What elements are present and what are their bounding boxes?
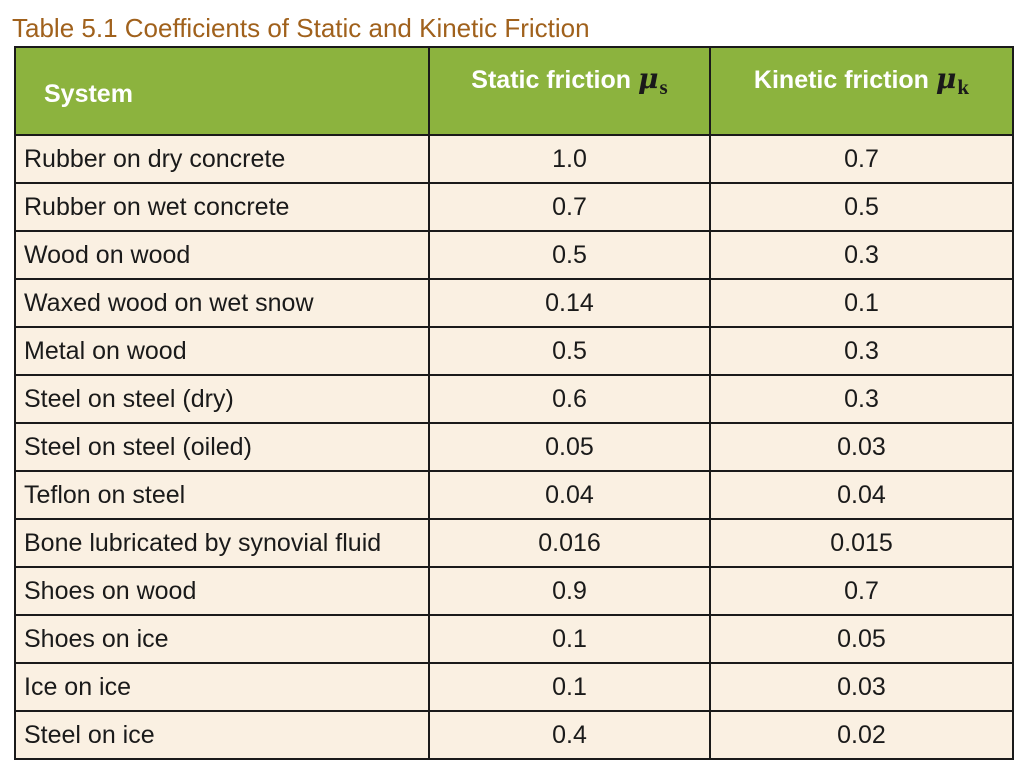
table-caption: Table 5.1 Coefficients of Static and Kin… [12, 13, 590, 43]
cell-static-friction: 0.7 [428, 182, 711, 232]
table-row: Shoes on ice 0.1 0.05 [14, 614, 1014, 664]
table-row: Steel on ice 0.4 0.02 [14, 710, 1014, 760]
cell-system: Bone lubricated by synovial fluid [14, 518, 430, 568]
cell-kinetic-friction: 0.02 [709, 710, 1014, 760]
header-system-label: System [44, 79, 133, 108]
header-static-label: Static friction [471, 66, 632, 94]
cell-system: Rubber on wet concrete [14, 182, 430, 232]
cell-system: Shoes on ice [14, 614, 430, 664]
table-body: Rubber on dry concrete 1.0 0.7 Rubber on we… [14, 134, 1014, 760]
header-row: System Static friction μs Kinetic fricti… [14, 46, 1014, 136]
subscript-kinetic: k [957, 75, 970, 99]
table-header: System Static friction μs Kinetic fricti… [14, 46, 1014, 136]
header-system: System [14, 46, 430, 136]
cell-kinetic-friction: 0.1 [709, 278, 1014, 328]
table-row: Ice on ice 0.1 0.03 [14, 662, 1014, 712]
table-row: Steel on steel (oiled) 0.05 0.03 [14, 422, 1014, 472]
table-row: Rubber on dry concrete 1.0 0.7 [14, 134, 1014, 184]
cell-static-friction: 0.5 [428, 326, 711, 376]
cell-static-friction: 1.0 [428, 134, 711, 184]
mu-symbol-static: μ [638, 62, 659, 95]
cell-system: Steel on steel (dry) [14, 374, 430, 424]
cell-kinetic-friction: 0.03 [709, 662, 1014, 712]
cell-static-friction: 0.4 [428, 710, 711, 760]
cell-static-friction: 0.1 [428, 614, 711, 664]
table-row: Bone lubricated by synovial fluid 0.016 0.… [14, 518, 1014, 568]
cell-static-friction: 0.5 [428, 230, 711, 280]
cell-static-friction: 0.6 [428, 374, 711, 424]
cell-kinetic-friction: 0.3 [709, 230, 1014, 280]
cell-kinetic-friction: 0.015 [709, 518, 1014, 568]
table-row: Waxed wood on wet snow 0.14 0.1 [14, 278, 1014, 328]
cell-static-friction: 0.14 [428, 278, 711, 328]
table-row: Shoes on wood 0.9 0.7 [14, 566, 1014, 616]
header-static-friction: Static friction μs [428, 46, 711, 136]
cell-kinetic-friction: 0.3 [709, 326, 1014, 376]
mu-symbol-kinetic: μ [935, 62, 957, 95]
cell-system: Metal on wood [14, 326, 430, 376]
table-row: Metal on wood 0.5 0.3 [14, 326, 1014, 376]
cell-system: Rubber on dry concrete [14, 134, 430, 184]
cell-system: Ice on ice [14, 662, 430, 712]
table-row: Wood on wood 0.5 0.3 [14, 230, 1014, 280]
table-row: Steel on steel (dry) 0.6 0.3 [14, 374, 1014, 424]
cell-static-friction: 0.016 [428, 518, 711, 568]
table-row: Teflon on steel 0.04 0.04 [14, 470, 1014, 520]
cell-kinetic-friction: 0.3 [709, 374, 1014, 424]
cell-system: Steel on steel (oiled) [14, 422, 430, 472]
cell-system: Waxed wood on wet snow [14, 278, 430, 328]
cell-kinetic-friction: 0.7 [709, 134, 1014, 184]
cell-static-friction: 0.04 [428, 470, 711, 520]
cell-kinetic-friction: 0.5 [709, 182, 1014, 232]
cell-kinetic-friction: 0.7 [709, 566, 1014, 616]
subscript-static: s [659, 75, 668, 99]
friction-table: System Static friction μs Kinetic fricti… [14, 46, 1014, 760]
cell-static-friction: 0.1 [428, 662, 711, 712]
cell-system: Shoes on wood [14, 566, 430, 616]
header-kinetic-label: Kinetic friction [753, 66, 929, 94]
cell-kinetic-friction: 0.05 [709, 614, 1014, 664]
cell-kinetic-friction: 0.04 [709, 470, 1014, 520]
cell-kinetic-friction: 0.03 [709, 422, 1014, 472]
cell-static-friction: 0.9 [428, 566, 711, 616]
header-kinetic-friction: Kinetic friction μk [709, 46, 1014, 136]
cell-system: Wood on wood [14, 230, 430, 280]
cell-static-friction: 0.05 [428, 422, 711, 472]
cell-system: Steel on ice [14, 710, 430, 760]
cell-system: Teflon on steel [14, 470, 430, 520]
table-row: Rubber on wet concrete 0.7 0.5 [14, 182, 1014, 232]
